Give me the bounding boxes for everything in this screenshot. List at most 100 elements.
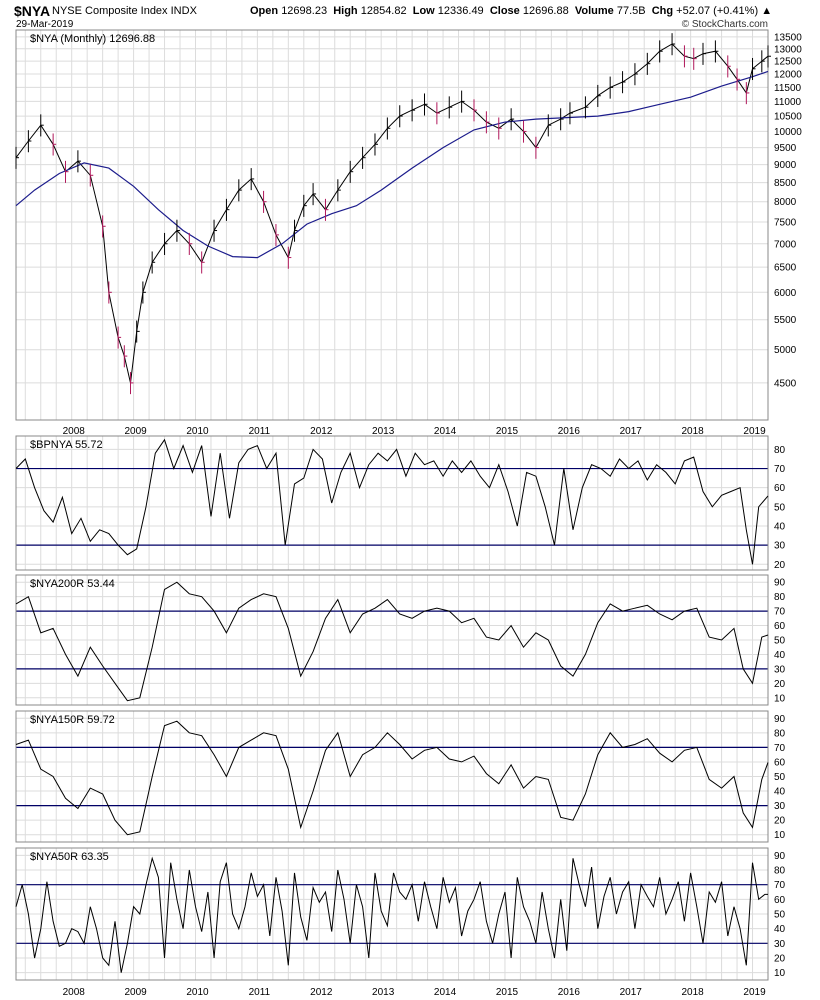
y-tick-label: 12000 xyxy=(774,70,802,81)
x-tick-label: 2010 xyxy=(186,426,209,437)
x-tick-label: 2012 xyxy=(310,987,333,998)
y-tick-label: 50 xyxy=(774,502,786,513)
series-line-bpnya xyxy=(15,438,769,565)
y-tick-label: 40 xyxy=(774,650,786,661)
y-tick-label: 30 xyxy=(774,801,786,812)
ohlc-quote: Open 12698.23 High 12854.82 Low 12336.49… xyxy=(250,5,772,17)
y-tick-label: 20 xyxy=(774,679,786,690)
exchange-label: INDX xyxy=(170,5,197,17)
y-tick-label: 13000 xyxy=(774,44,802,55)
y-tick-label: 6000 xyxy=(774,288,797,299)
y-tick-label: 40 xyxy=(774,521,786,532)
x-tick-label: 2019 xyxy=(743,426,766,437)
chg-value: +52.07 (+0.41%) xyxy=(676,5,759,17)
panel-frame xyxy=(15,29,769,421)
panel-frame xyxy=(15,435,769,571)
y-tick-label: 60 xyxy=(774,621,786,632)
y-tick-label: 60 xyxy=(774,483,786,494)
y-tick-label: 5000 xyxy=(774,345,797,356)
y-tick-label: 60 xyxy=(774,757,786,768)
chart-header: $NYA NYSE Composite Index INDX 29-Mar-20… xyxy=(0,0,820,32)
x-tick-label: 2013 xyxy=(372,426,395,437)
x-tick-label: 2010 xyxy=(186,987,209,998)
y-tick-label: 80 xyxy=(774,728,786,739)
y-tick-label: 12500 xyxy=(774,57,802,68)
y-tick-label: 40 xyxy=(774,924,786,935)
volume-value: 77.5B xyxy=(616,5,646,17)
series-line-nya50r xyxy=(15,856,768,973)
y-tick-label: 30 xyxy=(774,664,786,675)
y-tick-label: 70 xyxy=(774,743,786,754)
panel-frame xyxy=(15,847,769,981)
y-tick-label: 10 xyxy=(774,968,786,979)
y-tick-label: 20 xyxy=(774,816,786,827)
panel-frame xyxy=(15,710,769,843)
x-tick-label: 2017 xyxy=(620,426,643,437)
y-tick-label: 7000 xyxy=(774,239,797,250)
panel-legend: $NYA150R 59.72 xyxy=(30,714,115,726)
panel-frame xyxy=(15,574,769,706)
y-tick-label: 6500 xyxy=(774,263,797,274)
y-tick-label: 90 xyxy=(774,578,786,589)
y-tick-label: 80 xyxy=(774,866,786,877)
high-label: High xyxy=(333,5,358,17)
x-tick-label: 2013 xyxy=(372,987,395,998)
y-tick-label: 8000 xyxy=(774,197,797,208)
y-tick-label: 20 xyxy=(774,560,786,571)
x-tick-label: 2011 xyxy=(249,987,271,998)
panel-legend: $NYA200R 53.44 xyxy=(30,578,115,590)
y-tick-label: 11500 xyxy=(774,83,802,94)
up-arrow-icon: ▲ xyxy=(761,5,773,17)
y-tick-label: 10500 xyxy=(774,112,802,123)
y-tick-label: 70 xyxy=(774,607,786,618)
series-line-nya200r xyxy=(15,581,769,702)
y-tick-label: 50 xyxy=(774,910,786,921)
y-tick-label: 10 xyxy=(774,693,786,704)
high-value: 12854.82 xyxy=(360,5,407,17)
x-tick-label: 2019 xyxy=(743,987,766,998)
y-tick-label: 90 xyxy=(774,714,786,725)
x-tick-label: 2008 xyxy=(63,987,86,998)
chart-date: 29-Mar-2019 xyxy=(16,19,74,30)
panel-legend: $NYA50R 63.35 xyxy=(30,851,109,863)
index-name: NYSE Composite Index INDX xyxy=(52,5,197,17)
y-tick-label: 4500 xyxy=(774,378,797,389)
open-value: 12698.23 xyxy=(281,5,328,17)
y-tick-label: 70 xyxy=(774,464,786,475)
x-tick-label: 2014 xyxy=(434,987,457,998)
panel-legend: $BPNYA 55.72 xyxy=(30,439,103,451)
x-tick-label: 2014 xyxy=(434,426,457,437)
y-tick-label: 90 xyxy=(774,851,786,862)
close-value: 12696.88 xyxy=(522,5,569,17)
x-tick-label: 2017 xyxy=(620,987,643,998)
y-tick-label: 9500 xyxy=(774,143,797,154)
x-tick-label: 2009 xyxy=(124,987,147,998)
brand-watermark: © StockCharts.com xyxy=(681,19,768,30)
y-tick-label: 9000 xyxy=(774,160,797,171)
y-tick-label: 5500 xyxy=(774,315,797,326)
chg-label: Chg xyxy=(651,5,674,17)
y-tick-label: 13500 xyxy=(774,32,802,43)
y-tick-label: 10 xyxy=(774,830,786,841)
y-tick-label: 50 xyxy=(774,772,786,783)
x-tick-label: 2018 xyxy=(682,987,705,998)
index-title: NYSE Composite Index xyxy=(52,5,168,17)
series-line-price xyxy=(15,43,769,384)
y-tick-label: 20 xyxy=(774,954,786,965)
series-line-nya150r xyxy=(15,720,769,836)
volume-label: Volume xyxy=(574,5,614,17)
x-tick-label: 2011 xyxy=(249,426,271,437)
x-tick-label: 2016 xyxy=(558,426,581,437)
x-tick-label: 2008 xyxy=(63,426,86,437)
y-tick-label: 60 xyxy=(774,895,786,906)
x-tick-label: 2012 xyxy=(310,426,333,437)
x-tick-label: 2018 xyxy=(682,426,705,437)
x-tick-label: 2016 xyxy=(558,987,581,998)
open-label: Open xyxy=(250,5,279,17)
x-tick-label: 2009 xyxy=(124,426,147,437)
symbol: $NYA xyxy=(14,3,51,19)
y-tick-label: 70 xyxy=(774,880,786,891)
y-tick-label: 40 xyxy=(774,787,786,798)
y-tick-label: 30 xyxy=(774,541,786,552)
